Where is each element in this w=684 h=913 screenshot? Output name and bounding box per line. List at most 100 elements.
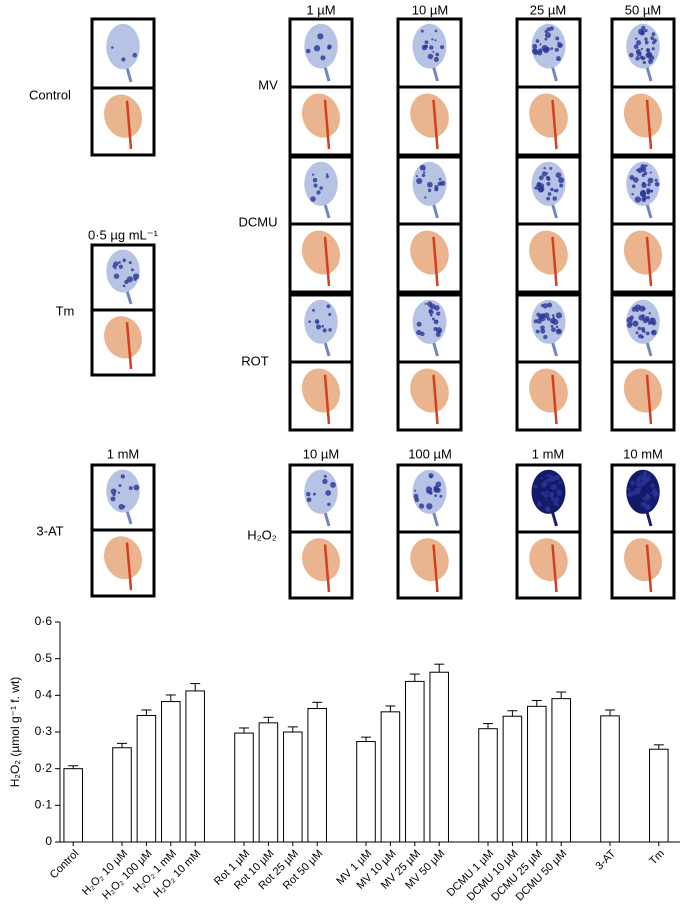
stain-spot <box>312 173 315 176</box>
stain-spot <box>652 493 656 497</box>
stain-spot <box>651 47 655 51</box>
stain-spot <box>635 309 639 312</box>
stain-spot <box>413 493 419 499</box>
stain-spot <box>533 484 538 489</box>
stain-spot <box>545 498 548 501</box>
stain-spot <box>632 320 639 327</box>
leaf-vein <box>323 236 331 287</box>
stain-spot <box>434 39 437 42</box>
leaf-vein <box>125 322 133 370</box>
concentration-label: 50 µM <box>625 2 661 17</box>
stain-spot <box>319 186 323 190</box>
stain-spot <box>128 261 132 265</box>
x-tick-label: Tm <box>647 848 667 868</box>
orange-leaf <box>410 538 449 582</box>
stain-spot <box>647 49 650 53</box>
stain-spot <box>438 329 442 333</box>
stain-spot <box>645 164 648 167</box>
panel-frame <box>610 222 676 294</box>
stain-spot <box>118 503 125 510</box>
panel-frame <box>90 528 156 598</box>
stain-spot <box>629 175 635 181</box>
stain-spot <box>558 481 561 484</box>
stain-spot <box>316 321 319 324</box>
panel-frame <box>288 530 354 600</box>
x-tick-label: 3-AT <box>593 848 618 873</box>
stain-spot <box>327 44 332 49</box>
stain-spot <box>651 329 657 336</box>
stain-spot <box>535 329 540 334</box>
stain-spot <box>414 497 420 503</box>
stain-spot <box>637 169 640 172</box>
stain-spot <box>426 503 433 510</box>
bar <box>527 705 547 843</box>
concentration-label: 25 µM <box>530 2 566 17</box>
stain-spot <box>645 52 652 59</box>
stain-spot <box>323 474 327 478</box>
stain-spot <box>629 480 636 486</box>
stain-spot <box>635 40 642 46</box>
stain-spot <box>542 303 548 309</box>
stain-spot <box>418 503 425 509</box>
leaf-vein <box>645 236 653 287</box>
stain-spot <box>328 312 332 316</box>
stain-spot <box>316 190 321 195</box>
stain-spot <box>330 481 337 488</box>
stain-spot <box>118 483 122 487</box>
panel-frame <box>288 360 354 432</box>
stain-spot <box>427 301 433 307</box>
stain-spot <box>536 181 542 187</box>
stain-spot <box>641 173 646 177</box>
stain-spot <box>424 40 429 45</box>
leaf-vein <box>551 374 558 425</box>
stain-spot <box>648 312 651 315</box>
stained-leaf <box>412 23 447 69</box>
y-tick-label: 0 <box>45 834 52 848</box>
panel-label: Control <box>29 87 71 102</box>
stain-spot <box>533 49 539 55</box>
panel-frame <box>288 85 354 157</box>
stain-spot <box>547 302 553 308</box>
panel-frame <box>90 308 156 377</box>
stain-spot <box>635 56 640 61</box>
bar <box>405 680 425 843</box>
stain-spot <box>111 46 114 49</box>
leaf-vein <box>645 544 653 593</box>
stained-leaf <box>106 469 140 513</box>
stain-spot <box>555 36 560 41</box>
stain-spot <box>538 187 544 193</box>
stain-spot <box>427 53 434 60</box>
stain-spot <box>558 43 562 47</box>
stain-spot <box>637 326 642 331</box>
stain-spot <box>540 328 546 334</box>
stain-spot <box>550 484 557 491</box>
stained-leaf <box>626 469 660 514</box>
stain-spot <box>320 55 326 61</box>
stain-spot <box>133 277 137 281</box>
stain-spot <box>543 166 546 170</box>
stain-spot <box>540 476 544 480</box>
orange-leaf <box>302 538 340 582</box>
leaf-vein <box>645 99 653 150</box>
stain-spot <box>631 184 636 189</box>
stain-spot <box>113 273 120 279</box>
stain-spot <box>647 183 651 187</box>
y-axis-label: H₂O₂ (µmol g⁻¹ f. wt) <box>8 677 22 788</box>
stain-spot <box>652 323 656 326</box>
stain-spot <box>652 488 657 493</box>
leaf-vein <box>125 100 133 150</box>
stained-leaf <box>304 23 338 69</box>
stain-spot <box>435 52 440 57</box>
concentration-label: 1 mM <box>532 446 565 461</box>
stain-spot <box>639 305 646 312</box>
stain-spot <box>429 491 433 495</box>
leaf-vein <box>323 99 331 150</box>
stain-spot <box>422 171 426 174</box>
orange-leaf <box>410 368 449 413</box>
stain-spot <box>434 494 437 497</box>
stain-spot <box>438 177 442 181</box>
stain-spot <box>440 45 445 50</box>
stain-spot <box>433 56 439 62</box>
leaf-vein <box>432 374 439 425</box>
stain-spot <box>428 309 432 313</box>
